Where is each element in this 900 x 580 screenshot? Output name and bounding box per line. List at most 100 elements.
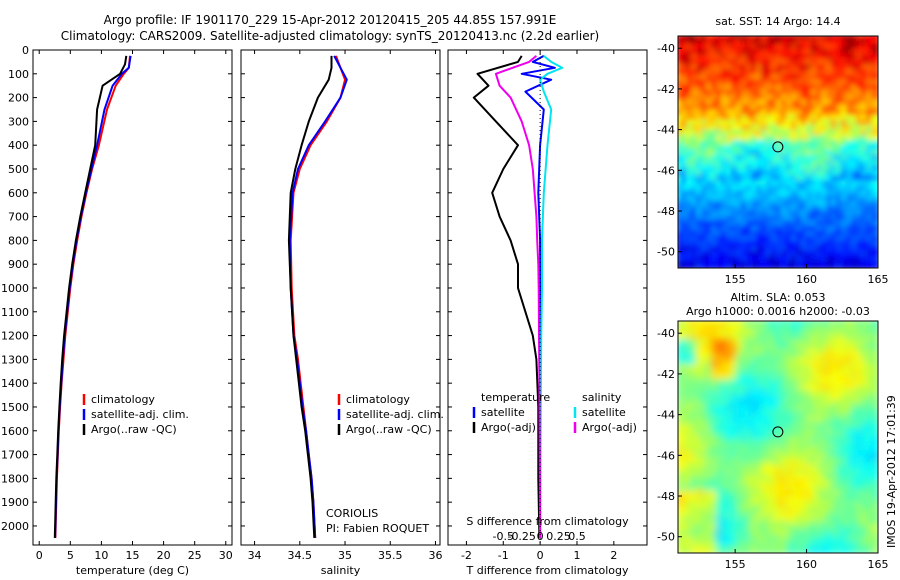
sst_map-cell (756, 145, 765, 154)
sla_map-cell (756, 409, 765, 419)
sst_map-cell (866, 124, 875, 134)
sla_map-cell (871, 480, 878, 490)
sla_map-cell (871, 450, 878, 460)
sst_map-cell (801, 69, 810, 79)
sst_map-cell (701, 59, 710, 69)
sst_map-cell (811, 245, 820, 255)
sst_map-cell (866, 54, 875, 64)
sla_map-cell (706, 349, 715, 359)
sla_map-cell (841, 525, 850, 535)
sla_map-cell (851, 525, 860, 535)
sst_map-cell (696, 114, 705, 124)
sla_map-cell (836, 409, 845, 419)
sst_map-cell (686, 94, 695, 104)
sla_map-cell (721, 354, 730, 364)
sla_map-cell (756, 404, 765, 414)
sla_map-cell (791, 324, 800, 333)
sst_map-cell (846, 160, 855, 170)
sst_map-cell (756, 89, 765, 99)
sst_map-cell (791, 59, 800, 69)
sla_map-cell (861, 460, 870, 470)
temperature-climatology-line (54, 55, 131, 538)
sst_map-cell (771, 59, 780, 69)
sla_map-cell (766, 525, 775, 535)
sst_map-cell (706, 220, 715, 230)
sla_map-cell (791, 475, 800, 485)
sst_map-cell (706, 170, 715, 180)
sst_map-cell (821, 129, 830, 139)
sla_map-cell (821, 384, 830, 394)
sst_map-cell (736, 104, 745, 114)
sla_map-cell (756, 480, 765, 490)
sla_map-cell (716, 414, 725, 424)
sla_map-cell (691, 455, 700, 465)
sla_map-cell (821, 530, 830, 540)
sla_map-cell (816, 440, 825, 449)
sla_map-cell (766, 374, 775, 384)
sst_map-cell (756, 104, 765, 114)
temperature-ytick-label: 1900 (1, 496, 29, 509)
sla_map-cell (771, 445, 780, 455)
sla_map-cell (701, 430, 710, 439)
salinity-satellite-adj-clim-line (288, 55, 348, 538)
sla_map-cell (701, 515, 710, 525)
sla_map-cell (701, 465, 710, 475)
sla_map-cell (816, 339, 825, 349)
sst_map-cell (716, 155, 725, 164)
sst_map-cell (751, 89, 760, 99)
sst_map-cell (691, 119, 700, 129)
sla_map-cell (766, 324, 775, 333)
sla_map-cell (726, 430, 735, 439)
sla_map-cell (696, 359, 705, 369)
sst_map-cell (806, 250, 815, 260)
differences-salinity-satellite-line (539, 55, 564, 538)
sst_map-cell (706, 59, 715, 69)
sst_map-cell (841, 261, 850, 268)
sst_map-cell (866, 109, 875, 119)
sla_map-cell (866, 540, 875, 550)
sla_map-cell (731, 530, 740, 540)
sst_map-cell (731, 225, 740, 235)
sla_map-cell (756, 349, 765, 359)
sst_map-cell (771, 261, 780, 268)
sla_map-cell (726, 339, 735, 349)
sst_map-cell (866, 185, 875, 195)
sst_map-cell (771, 119, 780, 129)
sla_map-cell (736, 490, 745, 500)
sst_map-cell (796, 190, 805, 200)
sla_map-cell (836, 394, 845, 404)
sla_map-cell (731, 374, 740, 384)
sla_map-cell (756, 535, 765, 545)
sst_map-cell (871, 69, 878, 79)
sst_map-cell (771, 215, 780, 225)
sst_map-cell (856, 139, 865, 149)
sla_map-cell (721, 344, 730, 354)
sla_map-cell (791, 540, 800, 550)
sla_map-cell (806, 419, 815, 429)
sst_map-cell (791, 230, 800, 240)
sla_map-cell (716, 500, 725, 510)
sst_map-cell (761, 49, 770, 59)
sst_map-cell (761, 64, 770, 74)
sla_map-cell (836, 546, 845, 553)
sst_map-cell (701, 195, 710, 205)
sla_map-cell (681, 329, 690, 339)
sst_map-cell (721, 205, 730, 215)
sla_map-cell (751, 435, 760, 444)
sst_map-cell (851, 235, 860, 245)
sla_map-cell (841, 500, 850, 510)
sla_map-cell (686, 409, 695, 419)
sla_map-cell (781, 414, 790, 424)
sst_map-cell (746, 49, 755, 59)
sst_map-cell (816, 84, 825, 94)
sla_map-cell (761, 344, 770, 354)
sla_map-cell (761, 465, 770, 475)
sst_map-cell (716, 44, 725, 54)
sla_map-cell (836, 414, 845, 424)
sst_map-cell (731, 84, 740, 94)
sst_map-cell (811, 104, 820, 114)
sla_map-cell (816, 510, 825, 520)
sst_map-cell (716, 139, 725, 149)
sla_map-cell (846, 465, 855, 475)
sst_map-cell (686, 104, 695, 114)
